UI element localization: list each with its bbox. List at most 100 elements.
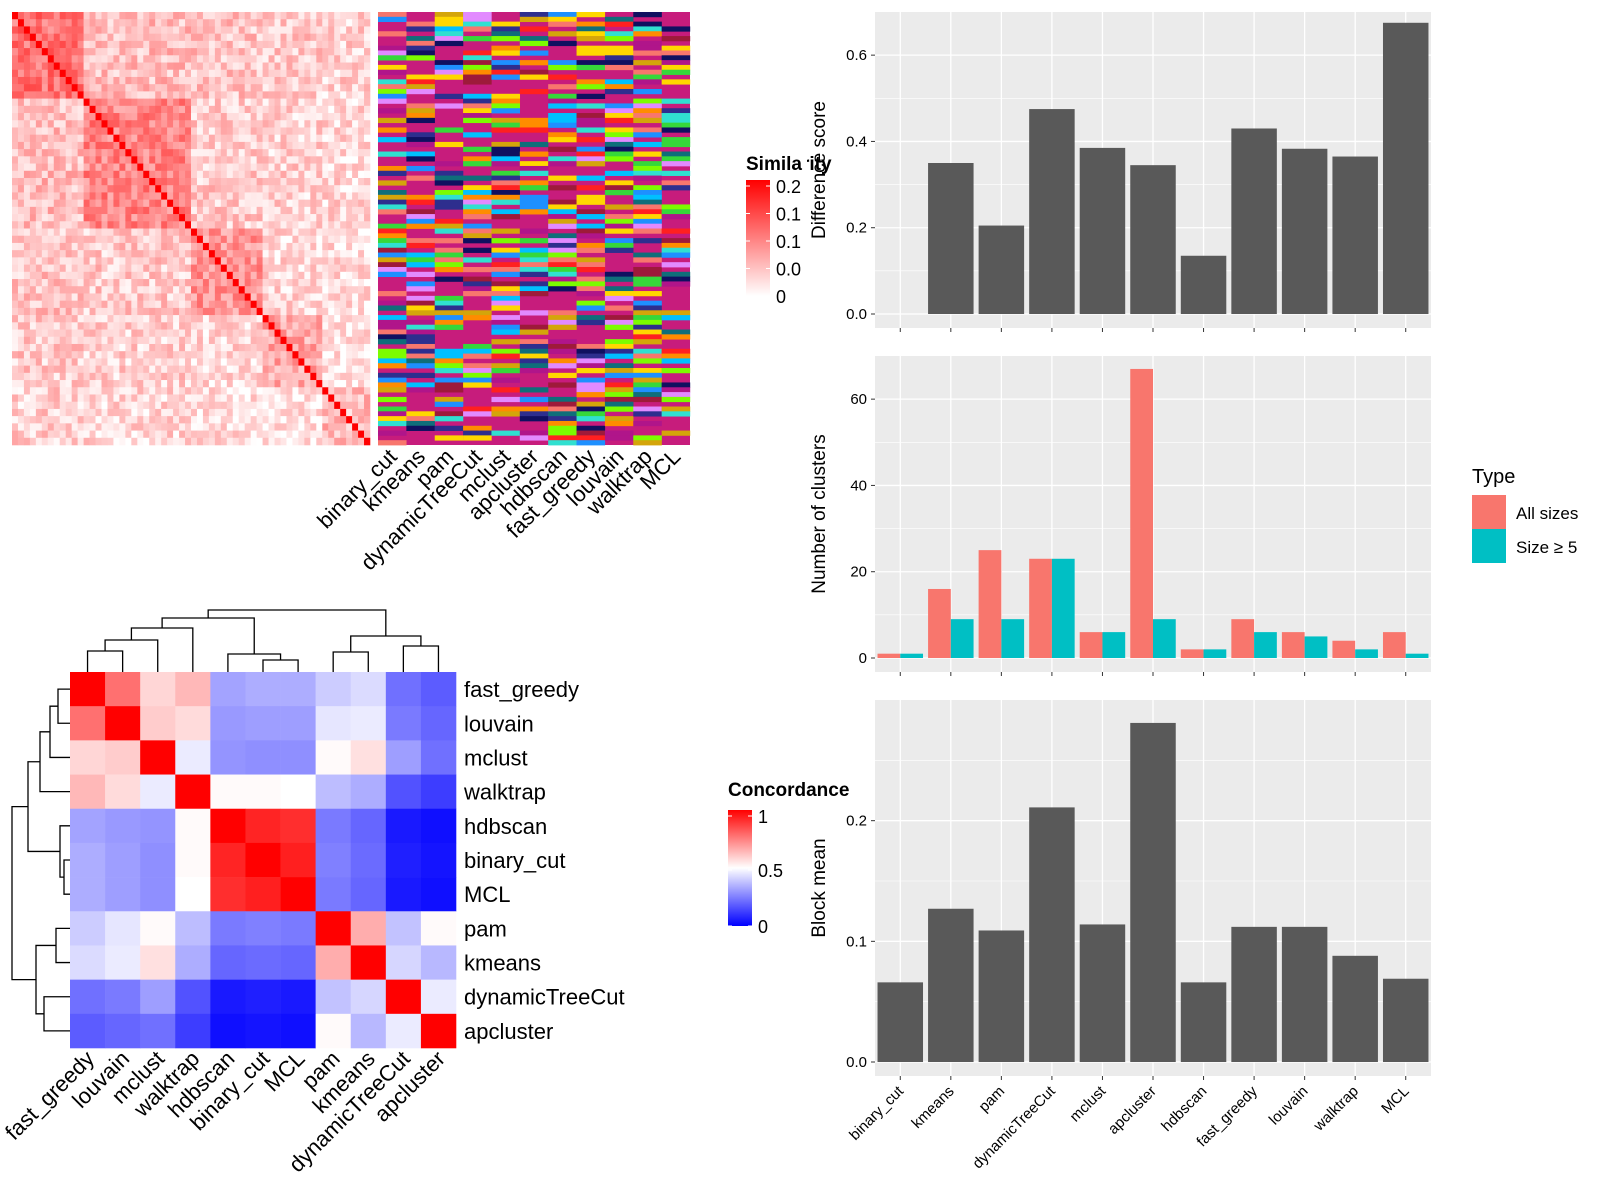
- cluster-cell: [406, 242, 435, 249]
- similarity-cell: [185, 199, 192, 208]
- similarity-cell: [185, 423, 192, 431]
- similarity-cell: [53, 19, 61, 27]
- cluster-cell: [661, 137, 691, 143]
- similarity-cell: [35, 105, 43, 114]
- similarity-cell: [107, 329, 114, 338]
- similarity-cell: [340, 113, 347, 121]
- similarity-cell: [35, 228, 43, 237]
- similarity-cell: [334, 228, 341, 237]
- similarity-cell: [244, 286, 251, 294]
- cluster-cell: [519, 127, 549, 133]
- similarity-cell: [364, 170, 371, 179]
- similarity-cell: [268, 300, 275, 309]
- similarity-cell: [358, 235, 365, 244]
- cluster-cell: [576, 228, 606, 234]
- similarity-cell: [286, 19, 293, 27]
- similarity-cell: [244, 84, 251, 92]
- similarity-cell: [208, 62, 216, 71]
- similarity-cell: [173, 156, 180, 164]
- cluster-cell: [491, 122, 521, 128]
- similarity-cell: [53, 33, 61, 42]
- similarity-cell: [47, 206, 55, 215]
- similarity-cell: [17, 120, 25, 128]
- similarity-cell: [23, 430, 31, 439]
- cluster-cell: [604, 151, 634, 157]
- similarity-cell: [167, 293, 174, 301]
- similarity-cell: [167, 113, 174, 121]
- similarity-cell: [29, 192, 37, 200]
- similarity-cell: [119, 26, 126, 34]
- similarity-cell: [167, 48, 174, 56]
- similarity-cell: [280, 401, 287, 410]
- similarity-cell: [179, 134, 186, 143]
- similarity-cell: [364, 430, 371, 439]
- similarity-cell: [41, 322, 49, 330]
- similarity-cell: [89, 206, 96, 215]
- similarity-cell: [143, 307, 150, 316]
- similarity-cell: [346, 199, 353, 208]
- similarity-cell: [304, 235, 311, 244]
- similarity-cell: [65, 185, 72, 193]
- similarity-cell: [113, 228, 120, 237]
- similarity-cell: [310, 19, 317, 27]
- similarity-cell: [89, 329, 96, 338]
- concordance-cell: [280, 911, 316, 946]
- similarity-cell: [95, 214, 102, 222]
- similarity-cell: [202, 351, 210, 359]
- similarity-cell: [161, 192, 168, 200]
- similarity-cell: [298, 76, 305, 85]
- similarity-cell: [304, 141, 311, 150]
- similarity-cell: [83, 55, 90, 63]
- similarity-cell: [238, 271, 245, 280]
- cluster-cell: [633, 26, 662, 32]
- similarity-cell: [238, 214, 245, 222]
- similarity-cell: [173, 40, 180, 49]
- similarity-cell: [161, 322, 168, 330]
- similarity-cell: [346, 307, 353, 316]
- similarity-cell: [304, 76, 311, 85]
- cluster-cell: [519, 324, 549, 330]
- cluster-cell: [548, 64, 577, 71]
- similarity-cell: [167, 91, 174, 99]
- similarity-cell: [89, 430, 96, 439]
- cluster-cell: [576, 358, 606, 364]
- similarity-cell: [280, 98, 287, 107]
- similarity-cell: [220, 380, 228, 388]
- similarity-cell: [340, 199, 347, 208]
- similarity-cell: [35, 185, 43, 193]
- cluster-cell: [406, 281, 435, 287]
- concordance-cell: [105, 979, 141, 1015]
- cluster-cell: [378, 300, 407, 306]
- similarity-cell: [185, 113, 192, 121]
- similarity-cell: [352, 206, 359, 215]
- similarity-cell: [202, 40, 210, 49]
- similarity-cell: [125, 105, 132, 114]
- similarity-cell: [196, 163, 204, 172]
- similarity-cell: [101, 264, 108, 273]
- similarity-cell: [161, 430, 168, 439]
- similarity-cell: [83, 372, 90, 381]
- similarity-cell: [268, 48, 275, 56]
- similarity-cell: [23, 55, 31, 63]
- similarity-cell: [310, 423, 317, 431]
- similarity-cell: [125, 84, 132, 92]
- concordance-cell: [350, 808, 387, 844]
- similarity-cell: [334, 156, 341, 164]
- concordance-cell: [350, 911, 387, 946]
- similarity-cell: [274, 293, 281, 301]
- similarity-cell: [107, 192, 114, 200]
- similarity-cell: [167, 257, 174, 265]
- cluster-cell: [519, 165, 549, 172]
- similarity-cell: [238, 307, 245, 316]
- similarity-cell: [310, 437, 317, 446]
- similarity-cell: [244, 430, 251, 439]
- similarity-cell: [53, 351, 61, 359]
- similarity-cell: [77, 113, 84, 121]
- similarity-cell: [202, 134, 210, 143]
- similarity-cell: [352, 271, 359, 280]
- similarity-cell: [125, 437, 132, 446]
- similarity-cell: [214, 26, 222, 34]
- similarity-cell: [256, 91, 263, 99]
- similarity-cell: [364, 408, 371, 417]
- similarity-cell: [173, 163, 180, 172]
